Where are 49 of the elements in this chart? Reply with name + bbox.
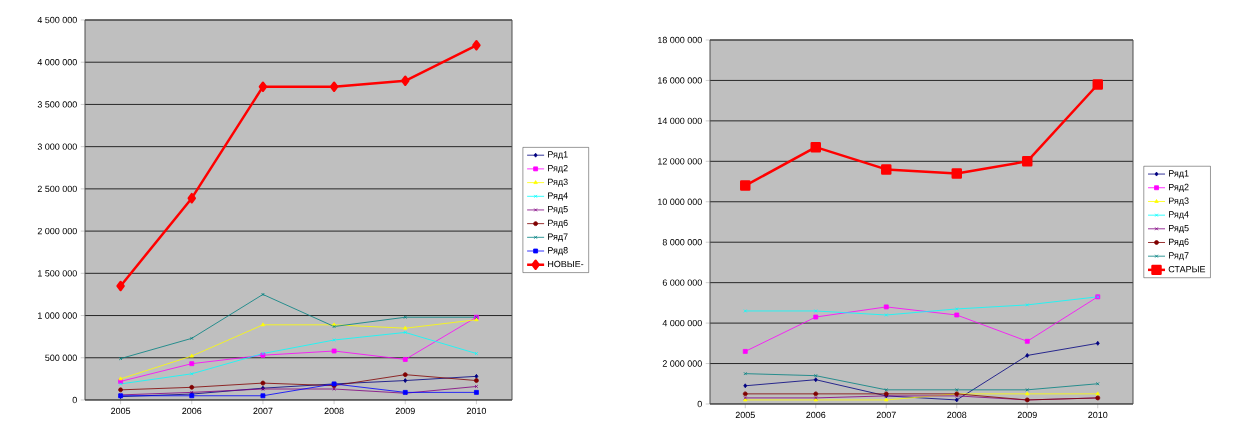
x-tick-label: 2007	[253, 407, 273, 415]
y-tick-label: 3 000 000	[37, 143, 77, 150]
y-tick-label: 2 000 000	[662, 360, 702, 367]
legend-label: Ряд6	[1169, 238, 1189, 247]
legend-label: Ряд5	[1169, 224, 1189, 233]
y-tick-label: 1 500 000	[38, 270, 77, 277]
legend-label: Ряд6	[548, 219, 568, 228]
legend-label: Ряд1	[548, 151, 568, 160]
legend-label: Ряд7	[1169, 252, 1189, 261]
legend-label: Ряд2	[1169, 183, 1189, 192]
legend-label: Ряд4	[1169, 211, 1189, 220]
x-tick-label: 2010	[466, 407, 487, 415]
y-tick-label: 14 000 000	[658, 117, 702, 125]
y-tick-label: 0	[72, 396, 77, 404]
y-tick-label: 6 000 000	[662, 279, 702, 286]
x-tick-label: 2007	[876, 411, 896, 419]
x-tick-label: 2010	[1088, 411, 1108, 419]
y-tick-label: 2 500 000	[37, 185, 77, 193]
x-tick-label: 2005	[735, 411, 755, 419]
legend-label: Ряд4	[548, 192, 568, 201]
legend-label: Ряд3	[1169, 197, 1189, 206]
y-tick-label: 10 000 000	[658, 198, 702, 205]
x-tick-label: 2005	[111, 407, 131, 415]
legend-label: Ряд5	[548, 206, 568, 215]
y-tick-label: 0	[697, 400, 702, 408]
y-tick-label: 16 000 000	[658, 77, 702, 84]
legend-label: Ряд7	[548, 233, 568, 242]
x-tick-label: 2006	[806, 411, 826, 419]
y-tick-label: 3 500 000	[37, 101, 77, 108]
x-tick-label: 2008	[947, 411, 967, 419]
y-tick-label: 8 000 000	[662, 239, 702, 246]
legend-label: Ряд3	[548, 178, 568, 187]
legend-label: СТАРЫЕ	[1168, 265, 1206, 273]
legend-label: НОВЫЕ-	[548, 260, 584, 268]
legend-label: Ряд2	[548, 165, 568, 174]
legend-label: Ряд1	[1169, 170, 1189, 179]
y-tick-label: 12 000 000	[658, 158, 702, 165]
y-tick-label: 4 000 000	[37, 59, 77, 66]
y-tick-label: 18 000 000	[658, 36, 702, 44]
y-tick-label: 2 000 000	[37, 227, 77, 235]
x-tick-label: 2008	[324, 407, 344, 415]
y-tick-label: 4 000 000	[662, 319, 702, 327]
y-tick-label: 1 000 000	[38, 312, 77, 319]
x-tick-label: 2006	[182, 407, 202, 415]
legend-label: Ряд8	[548, 247, 568, 256]
x-tick-label: 2009	[395, 407, 415, 415]
x-tick-label: 2009	[1017, 411, 1037, 419]
y-tick-label: 500 000	[45, 354, 77, 361]
y-tick-label: 4 500 000	[37, 16, 77, 24]
